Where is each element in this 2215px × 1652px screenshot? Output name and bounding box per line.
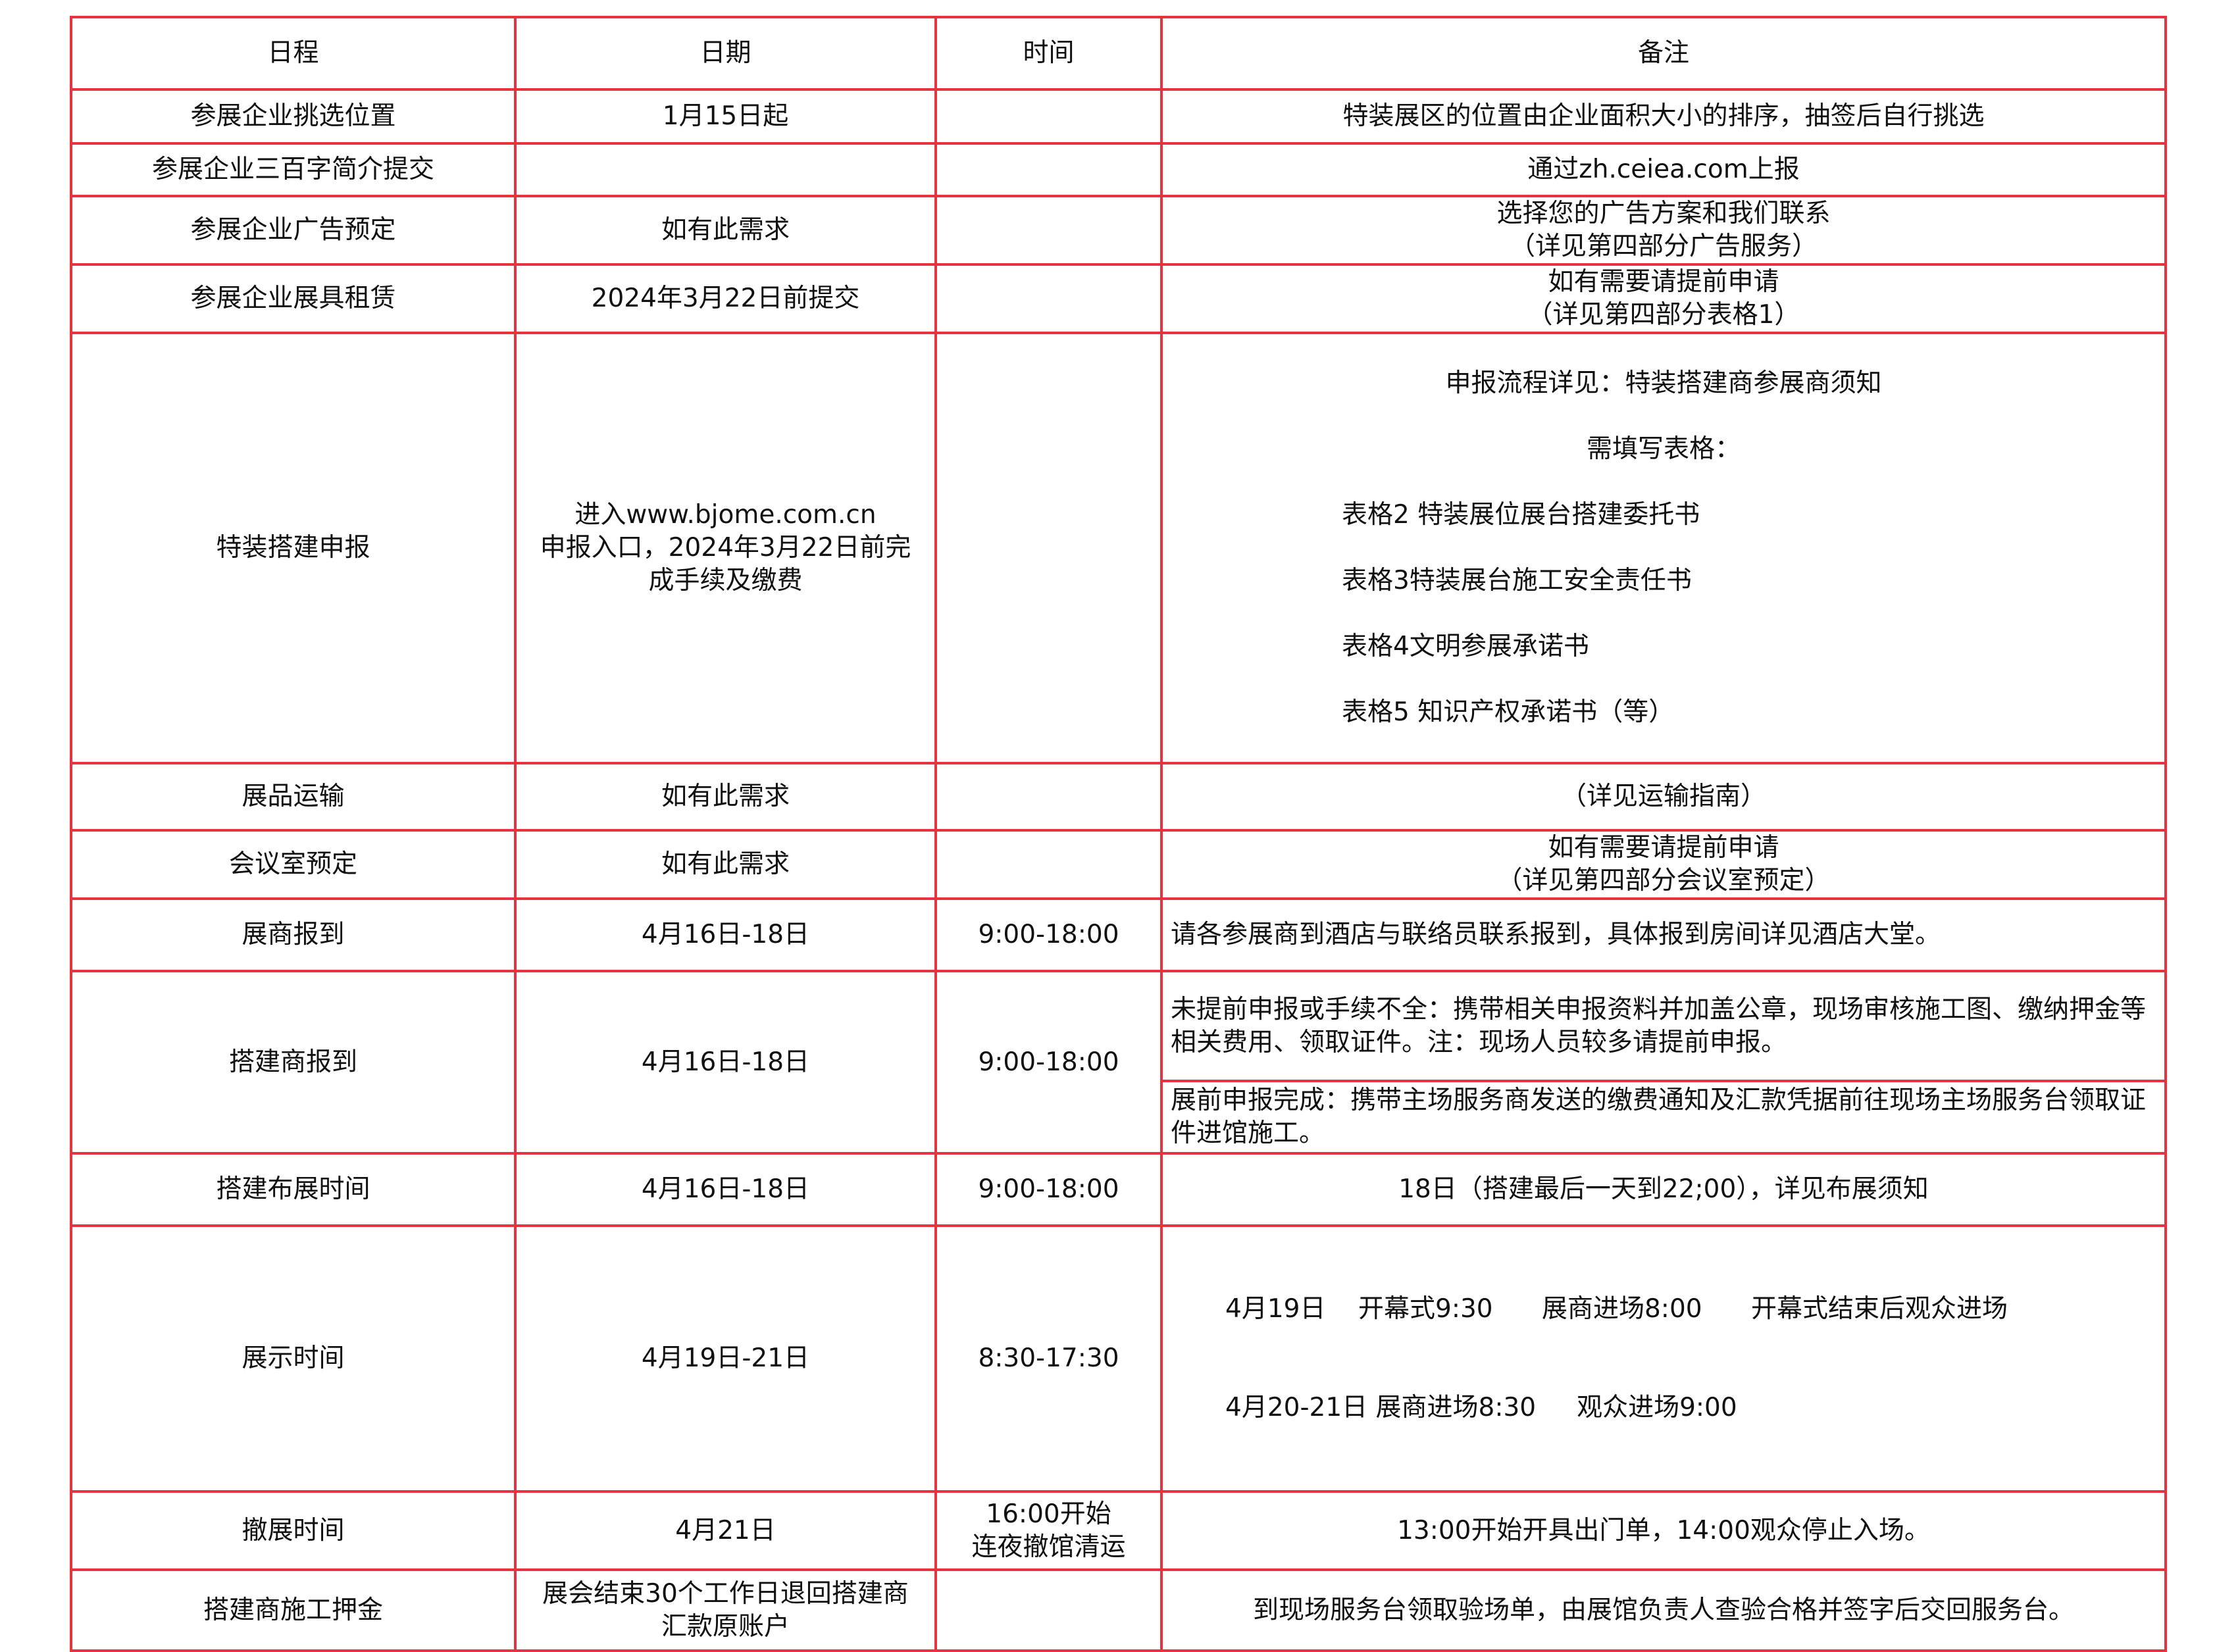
cell-time xyxy=(934,88,1163,145)
note-line: 表格3特装展台施工安全责任书 xyxy=(1342,566,1692,595)
cell-schedule: 搭建商报到 xyxy=(70,970,517,1155)
table-row: 展商报到 4月16日-18日 9:00-18:00 请各参展商到酒店与联络员联系… xyxy=(70,897,2167,972)
cell-note: 选择您的广告方案和我们联系 （详见第四部分广告服务） xyxy=(1160,195,2167,266)
table-row: 搭建商报到 4月16日-18日 9:00-18:00 未提前申报或手续不全：携带… xyxy=(70,970,2167,1155)
cell-note: 4月19日 开幕式9:30 展商进场8:00 开幕式结束后观众进场 4月20-2… xyxy=(1160,1224,2167,1493)
cell-schedule: 展品运输 xyxy=(70,762,517,832)
note-line: 表格4文明参展承诺书 xyxy=(1342,632,1589,661)
cell-date xyxy=(514,142,937,197)
cell-note: 请各参展商到酒店与联络员联系报到，具体报到房间详见酒店大堂。 xyxy=(1160,897,2167,972)
cell-date: 4月21日 xyxy=(514,1490,937,1571)
cell-note: 如有需要请提前申请 （详见第四部分表格1） xyxy=(1160,263,2167,334)
note-line: 表格5 知识产权承诺书（等） xyxy=(1342,697,1675,727)
cell-time: 8:30-17:30 xyxy=(934,1224,1163,1493)
header-note: 备注 xyxy=(1160,16,2167,91)
header-date: 日期 xyxy=(514,16,937,91)
cell-note: 通过zh.ceiea.com上报 xyxy=(1160,142,2167,197)
cell-schedule: 参展企业展具租赁 xyxy=(70,263,517,334)
cell-time: 16:00开始 连夜撤馆清运 xyxy=(934,1490,1163,1571)
cell-schedule: 参展企业挑选位置 xyxy=(70,88,517,145)
cell-time xyxy=(934,142,1163,197)
cell-time xyxy=(934,332,1163,764)
cell-date: 1月15日起 xyxy=(514,88,937,145)
table-row: 参展企业广告预定 如有此需求 选择您的广告方案和我们联系 （详见第四部分广告服务… xyxy=(70,195,2167,266)
cell-note: 13:00开始开具出门单，14:00观众停止入场。 xyxy=(1160,1490,2167,1571)
cell-time xyxy=(934,829,1163,900)
table-row: 参展企业挑选位置 1月15日起 特装展区的位置由企业面积大小的排序，抽签后自行挑… xyxy=(70,88,2167,145)
table-row: 搭建布展时间 4月16日-18日 9:00-18:00 18日（搭建最后一天到2… xyxy=(70,1152,2167,1227)
cell-schedule: 展商报到 xyxy=(70,897,517,972)
schedule-table: 日程 日期 时间 备注 参展企业挑选位置 1月15日起 特装展区的位置由企业面积… xyxy=(70,16,2167,1652)
table-row: 参展企业展具租赁 2024年3月22日前提交 如有需要请提前申请 （详见第四部分… xyxy=(70,263,2167,334)
cell-date: 4月16日-18日 xyxy=(514,897,937,972)
cell-schedule: 特装搭建申报 xyxy=(70,332,517,764)
cell-note: 18日（搭建最后一天到22;00），详见布展须知 xyxy=(1160,1152,2167,1227)
cell-schedule: 参展企业广告预定 xyxy=(70,195,517,266)
note-line: 4月20-21日 展商进场8:30 观众进场9:00 xyxy=(1225,1393,1737,1422)
table-row: 展示时间 4月19日-21日 8:30-17:30 4月19日 开幕式9:30 … xyxy=(70,1224,2167,1493)
header-schedule: 日程 xyxy=(70,16,517,91)
cell-note: 申报流程详见：特装搭建商参展商须知 需填写表格： 表格2 特装展位展台搭建委托书… xyxy=(1160,332,2167,764)
cell-schedule: 展示时间 xyxy=(70,1224,517,1493)
table-row: 撤展时间 4月21日 16:00开始 连夜撤馆清运 13:00开始开具出门单，1… xyxy=(70,1490,2167,1571)
table-row: 展品运输 如有此需求 （详见运输指南） xyxy=(70,762,2167,832)
cell-date: 2024年3月22日前提交 xyxy=(514,263,937,334)
cell-time xyxy=(934,263,1163,334)
table-row: 参展企业三百字简介提交 通过zh.ceiea.com上报 xyxy=(70,142,2167,197)
cell-date: 进入www.bjome.com.cn 申报入口，2024年3月22日前完 成手续… xyxy=(514,332,937,764)
header-row: 日程 日期 时间 备注 xyxy=(70,16,2167,91)
cell-schedule: 会议室预定 xyxy=(70,829,517,900)
cell-note: （详见运输指南） xyxy=(1160,762,2167,832)
cell-schedule: 搭建布展时间 xyxy=(70,1152,517,1227)
cell-date: 4月19日-21日 xyxy=(514,1224,937,1493)
cell-time: 9:00-18:00 xyxy=(934,897,1163,972)
header-time: 时间 xyxy=(934,16,1163,91)
cell-time: 9:00-18:00 xyxy=(934,970,1163,1155)
cell-date: 如有此需求 xyxy=(514,829,937,900)
note-line: 申报流程详见：特装搭建商参展商须知 xyxy=(1445,368,1882,398)
note-line: 4月19日 开幕式9:30 展商进场8:00 开幕式结束后观众进场 xyxy=(1225,1294,2008,1324)
cell-time xyxy=(934,195,1163,266)
cell-note-secondary: 展前申报完成：携带主场服务商发送的缴费通知及汇款凭据前往现场主场服务台领取证件进… xyxy=(1160,1080,2167,1155)
table-row: 展前申报完成：携带主场服务商发送的缴费通知及汇款凭据前往现场主场服务台领取证件进… xyxy=(71,1080,2167,1155)
cell-time: 9:00-18:00 xyxy=(934,1152,1163,1227)
cell-date: 展会结束30个工作日退回搭建商 汇款原账户 xyxy=(514,1568,937,1652)
cell-date: 4月16日-18日 xyxy=(514,1152,937,1227)
table-row: 特装搭建申报 进入www.bjome.com.cn 申报入口，2024年3月22… xyxy=(70,332,2167,764)
table-row: 搭建商施工押金 展会结束30个工作日退回搭建商 汇款原账户 到现场服务台领取验场… xyxy=(70,1568,2167,1652)
cell-schedule: 搭建商施工押金 xyxy=(70,1568,517,1652)
cell-date: 如有此需求 xyxy=(514,762,937,832)
cell-time xyxy=(934,1568,1163,1652)
cell-note: 如有需要请提前申请 （详见第四部分会议室预定） xyxy=(1160,829,2167,900)
cell-note: 特装展区的位置由企业面积大小的排序，抽签后自行挑选 xyxy=(1160,88,2167,145)
table-row: 会议室预定 如有此需求 如有需要请提前申请 （详见第四部分会议室预定） xyxy=(70,829,2167,900)
cell-schedule: 撤展时间 xyxy=(70,1490,517,1571)
cell-date: 4月16日-18日 xyxy=(514,970,937,1155)
cell-date: 如有此需求 xyxy=(514,195,937,266)
cell-note: 到现场服务台领取验场单，由展馆负责人查验合格并签字后交回服务台。 xyxy=(1160,1568,2167,1652)
note-line: 需填写表格： xyxy=(1586,434,1741,464)
cell-schedule: 参展企业三百字简介提交 xyxy=(70,142,517,197)
cell-note: 未提前申报或手续不全：携带相关申报资料并加盖公章，现场审核施工图、缴纳押金等相关… xyxy=(1160,970,2167,1082)
cell-time xyxy=(934,762,1163,832)
note-line: 表格2 特装展位展台搭建委托书 xyxy=(1342,500,1700,530)
